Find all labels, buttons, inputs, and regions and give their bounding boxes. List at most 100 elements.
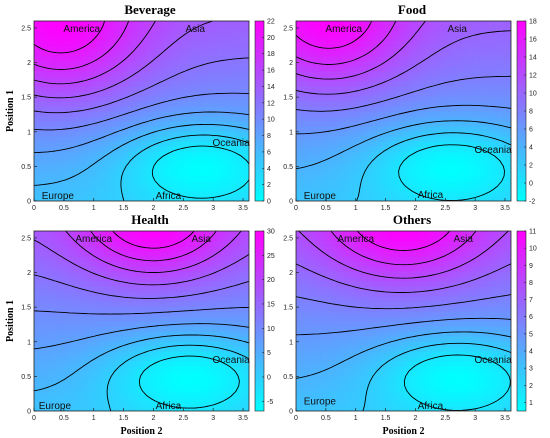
heatmap-cell bbox=[452, 46, 458, 52]
colorbar-tick-label: 20 bbox=[267, 35, 275, 42]
heatmap-cell bbox=[177, 391, 183, 397]
heatmap-cell bbox=[190, 386, 196, 392]
heatmap-cell bbox=[186, 361, 192, 367]
heatmap-cell bbox=[78, 96, 84, 102]
heatmap-cell bbox=[244, 316, 249, 322]
heatmap-cell bbox=[502, 26, 508, 32]
heatmap-cell bbox=[367, 86, 373, 92]
heatmap-cell bbox=[87, 101, 93, 107]
heatmap-cell bbox=[42, 31, 49, 37]
heatmap-cell bbox=[407, 181, 414, 187]
heatmap-cell bbox=[240, 181, 246, 187]
heatmap-cell bbox=[466, 46, 472, 52]
heatmap-cell bbox=[69, 276, 75, 282]
heatmap-cell bbox=[222, 111, 228, 117]
heatmap-cell bbox=[376, 151, 382, 157]
heatmap-cell bbox=[399, 166, 405, 172]
heatmap-cell bbox=[390, 166, 396, 172]
heatmap-cell bbox=[177, 161, 183, 167]
heatmap-cell bbox=[114, 271, 120, 277]
heatmap-cell bbox=[394, 81, 400, 87]
heatmap-cell bbox=[296, 61, 302, 67]
heatmap-cell bbox=[181, 306, 187, 312]
heatmap-cell bbox=[172, 341, 178, 347]
heatmap-cell bbox=[475, 161, 481, 167]
heatmap-cell bbox=[132, 171, 138, 177]
heatmap-cell bbox=[327, 41, 333, 47]
heatmap-cell bbox=[240, 381, 246, 387]
heatmap-cell bbox=[231, 291, 237, 297]
heatmap-cell bbox=[123, 26, 129, 32]
heatmap-cell bbox=[128, 91, 134, 97]
heatmap-cell bbox=[457, 146, 463, 152]
heatmap-cell bbox=[83, 46, 89, 52]
heatmap-cell bbox=[186, 56, 192, 62]
heatmap-cell bbox=[145, 151, 152, 157]
heatmap-cell bbox=[123, 381, 129, 387]
heatmap-cell bbox=[154, 386, 161, 392]
heatmap-cell bbox=[78, 76, 84, 82]
heatmap-cell bbox=[69, 196, 75, 201]
heatmap-cell bbox=[123, 361, 129, 367]
heatmap-cell bbox=[172, 346, 178, 352]
heatmap-cell bbox=[345, 36, 351, 42]
heatmap-cell bbox=[65, 346, 71, 352]
heatmap-cell bbox=[416, 96, 423, 102]
heatmap-cell bbox=[83, 331, 89, 337]
heatmap-cell bbox=[38, 31, 44, 37]
heatmap-cell bbox=[163, 86, 169, 92]
heatmap-cell bbox=[381, 46, 387, 52]
heatmap-cell bbox=[145, 361, 152, 367]
heatmap-cell bbox=[448, 146, 454, 152]
heatmap-cell bbox=[119, 396, 125, 402]
heatmap-cell bbox=[349, 136, 355, 142]
heatmap-cell bbox=[226, 406, 232, 411]
heatmap-cell bbox=[163, 286, 169, 292]
heatmap-cell bbox=[235, 306, 241, 312]
colorbar-tick-label: 22 bbox=[267, 19, 275, 26]
heatmap-cell bbox=[385, 51, 391, 57]
heatmap-cell bbox=[96, 61, 102, 67]
heatmap-cell bbox=[322, 111, 328, 117]
heatmap-cell bbox=[42, 106, 49, 112]
heatmap-cell bbox=[92, 401, 98, 407]
heatmap-cell bbox=[177, 61, 183, 67]
heatmap-cell bbox=[87, 276, 93, 282]
heatmap-cell bbox=[168, 66, 174, 72]
heatmap-cell bbox=[163, 136, 169, 142]
heatmap-cell bbox=[47, 266, 53, 272]
colorbar-tick-label: 10 bbox=[267, 117, 275, 124]
heatmap-cell bbox=[475, 81, 481, 87]
heatmap-cell bbox=[304, 186, 311, 192]
heatmap-cell bbox=[132, 331, 138, 337]
heatmap-cell bbox=[240, 41, 246, 47]
heatmap-cell bbox=[345, 41, 351, 47]
heatmap-cell bbox=[226, 271, 232, 277]
heatmap-cell bbox=[340, 61, 346, 67]
heatmap-cell bbox=[145, 166, 152, 172]
heatmap-cell bbox=[96, 191, 102, 197]
heatmap-cell bbox=[105, 171, 111, 177]
heatmap-cell bbox=[349, 31, 355, 37]
heatmap-cell bbox=[327, 156, 333, 162]
heatmap-cell bbox=[51, 76, 57, 82]
heatmap-cell bbox=[390, 151, 396, 157]
heatmap-cell bbox=[217, 156, 223, 162]
heatmap-cell bbox=[484, 126, 490, 132]
heatmap-cell bbox=[60, 101, 66, 107]
heatmap-cell bbox=[416, 181, 423, 187]
heatmap-cell bbox=[110, 291, 116, 297]
heatmap-cell bbox=[213, 71, 219, 77]
heatmap-cell bbox=[110, 341, 116, 347]
heatmap-cell bbox=[457, 186, 463, 192]
heatmap-cell bbox=[309, 156, 315, 162]
heatmap-cell bbox=[190, 366, 196, 372]
heatmap-cell bbox=[83, 106, 89, 112]
heatmap-cell bbox=[51, 46, 57, 52]
heatmap-cell bbox=[452, 111, 458, 117]
heatmap-cell bbox=[457, 51, 463, 57]
heatmap-cell bbox=[65, 281, 71, 287]
heatmap-cell bbox=[128, 31, 134, 37]
heatmap-cell bbox=[403, 191, 409, 197]
heatmap-cell bbox=[217, 361, 223, 367]
